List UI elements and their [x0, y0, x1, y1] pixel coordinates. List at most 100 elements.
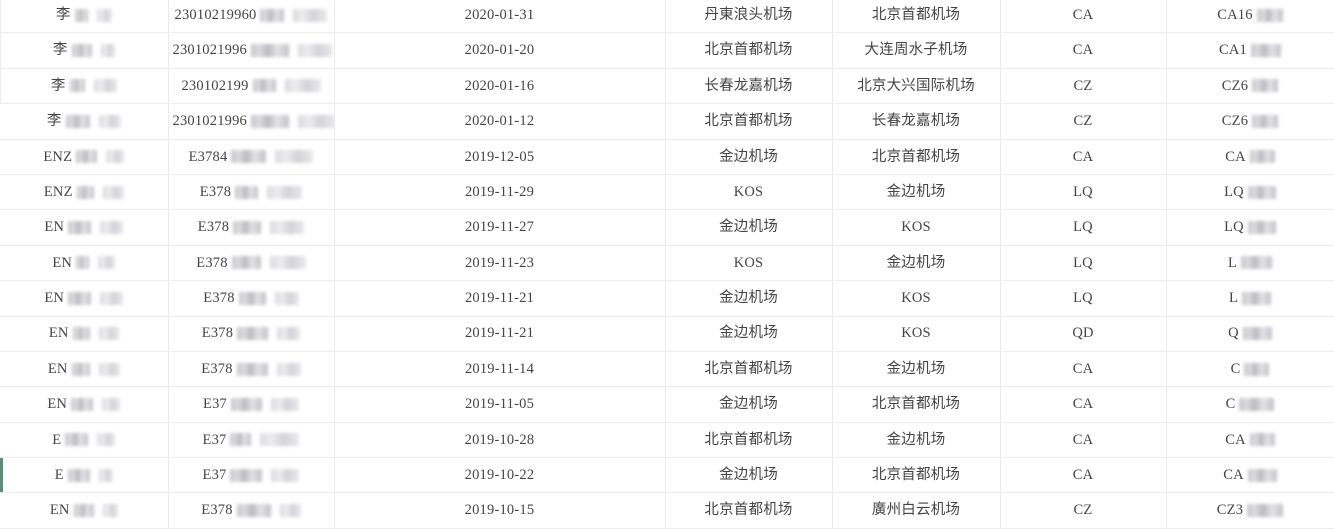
flight-date-cell-text: 2019-11-14 — [464, 360, 535, 377]
departure-airport-cell: 北京首都机场 — [665, 422, 833, 459]
flight-number-cell: CA — [1166, 457, 1334, 494]
flight-number-cell-text: Q — [1228, 325, 1239, 342]
redacted-block — [71, 397, 94, 411]
departure-airport-cell: 北京首都机场 — [665, 103, 833, 140]
arrival-airport-cell-text: KOS — [901, 325, 931, 342]
redacted-block — [74, 8, 88, 22]
flight-number-cell-text: C — [1225, 396, 1236, 413]
redacted-block — [69, 79, 85, 93]
arrival-airport-cell: 长春龙嘉机场 — [832, 103, 1001, 140]
flight-date-cell-text: 2019-10-22 — [464, 467, 535, 484]
redacted-block — [68, 291, 92, 305]
airline-code-cell-text: CA — [1072, 148, 1094, 165]
id-number-cell-text: 2301021996 — [172, 113, 247, 130]
arrival-airport-cell-text: 北京首都机场 — [871, 467, 961, 484]
redacted-block — [233, 221, 262, 235]
departure-airport-cell-text: 金边机场 — [719, 219, 778, 236]
redacted-block — [236, 504, 271, 518]
flight-number-cell: CZ6 — [1166, 68, 1334, 105]
departure-airport-cell: 北京首都机场 — [665, 32, 833, 69]
departure-airport-cell-text: 金边机场 — [719, 290, 778, 307]
flight-number-cell: CZ6 — [1166, 103, 1334, 140]
redacted-block — [1242, 291, 1272, 305]
departure-airport-cell: 丹東浪头机场 — [665, 0, 833, 34]
departure-airport-cell-text: 北京首都机场 — [704, 360, 793, 377]
redacted-block — [235, 185, 259, 199]
redacted-block — [102, 185, 124, 199]
arrival-airport-cell-text: 北京大兴国际机场 — [857, 77, 975, 94]
redacted-block — [293, 8, 328, 22]
airline-code-cell-text: CA — [1072, 431, 1094, 448]
passenger-name-cell-text: 李 — [46, 113, 62, 130]
airline-code-cell-text: QD — [1072, 325, 1094, 342]
redacted-block — [102, 504, 118, 518]
airline-code-cell: LQ — [1000, 280, 1167, 317]
flight-date-cell-text: 2020-01-31 — [464, 6, 535, 23]
table-row[interactable]: 李 23010219960 2020-01-31 丹東浪头机场 北京首都机场 CA CA16 — [0, 0, 1334, 34]
redacted-block — [98, 256, 116, 270]
arrival-airport-cell-text: KOS — [901, 219, 931, 236]
redacted-block — [274, 291, 299, 305]
airline-code-cell-text: LQ — [1073, 183, 1093, 200]
departure-airport-cell: 北京首都机场 — [665, 492, 833, 529]
table-row[interactable]: 李 2301021996 2020-01-12 北京首都机场 长春龙嘉机场 CZ CZ6 — [0, 103, 1334, 140]
airline-code-cell-text: CA — [1072, 360, 1094, 377]
redacted-block — [1247, 504, 1284, 518]
table-row[interactable]: 李 230102199 2020-01-16 长春龙嘉机场 北京大兴国际机场 CZ CZ6 — [0, 68, 1334, 105]
airline-code-cell: LQ — [1000, 174, 1167, 211]
flight-date-cell-text: 2019-11-05 — [464, 396, 535, 413]
flight-date-cell: 2019-11-29 — [334, 174, 666, 211]
passenger-name-cell: EN — [0, 209, 169, 246]
redacted-block — [71, 44, 92, 58]
passenger-name-cell-text: 李 — [52, 42, 68, 59]
arrival-airport-cell: 金边机场 — [832, 422, 1001, 459]
passenger-name-cell: EN — [0, 492, 169, 529]
flight-number-cell: L — [1166, 245, 1334, 282]
departure-airport-cell: KOS — [665, 245, 833, 282]
passenger-name-cell-text: ENZ — [43, 183, 73, 200]
passenger-name-cell: EN — [0, 316, 169, 352]
arrival-airport-cell-text: 金边机场 — [886, 431, 946, 448]
flight-date-cell: 2019-11-21 — [334, 316, 666, 352]
passenger-name-cell: EN — [0, 386, 169, 423]
redacted-block — [98, 362, 120, 376]
flight-number-cell: LQ — [1166, 174, 1334, 211]
passenger-name-cell: EN — [0, 351, 169, 388]
redacted-block — [76, 256, 90, 270]
arrival-airport-cell: 金边机场 — [832, 351, 1001, 388]
arrival-airport-cell-text: 大连周水子机场 — [864, 42, 968, 59]
departure-airport-cell: 北京首都机场 — [665, 351, 833, 388]
flight-number-cell: C — [1166, 351, 1334, 388]
passenger-name-cell: ENZ — [0, 174, 169, 211]
flight-date-cell: 2019-11-23 — [334, 245, 666, 282]
redacted-block — [251, 114, 289, 128]
redacted-block — [236, 362, 268, 376]
flight-date-cell-text: 2019-11-29 — [464, 183, 535, 200]
arrival-airport-cell-text: 北京首都机场 — [871, 396, 961, 413]
arrival-airport-cell: 金边机场 — [832, 245, 1001, 282]
id-number-cell: 2301021996 — [168, 32, 335, 69]
redacted-block — [1242, 327, 1272, 341]
table-row[interactable]: 李 2301021996 2020-01-20 北京首都机场 大连周水子机场 CA CA1 — [0, 32, 1334, 69]
airline-code-cell-text: CA — [1072, 396, 1094, 413]
departure-airport-cell: 金边机场 — [665, 386, 833, 423]
redacted-block — [260, 8, 285, 22]
passenger-name-cell: 李 — [0, 103, 169, 140]
airline-code-cell-text: CA — [1072, 42, 1094, 59]
redacted-block — [1239, 397, 1275, 411]
redacted-block — [96, 8, 112, 22]
departure-airport-cell: 金边机场 — [665, 209, 833, 246]
id-number-cell-text: E378 — [201, 325, 234, 342]
